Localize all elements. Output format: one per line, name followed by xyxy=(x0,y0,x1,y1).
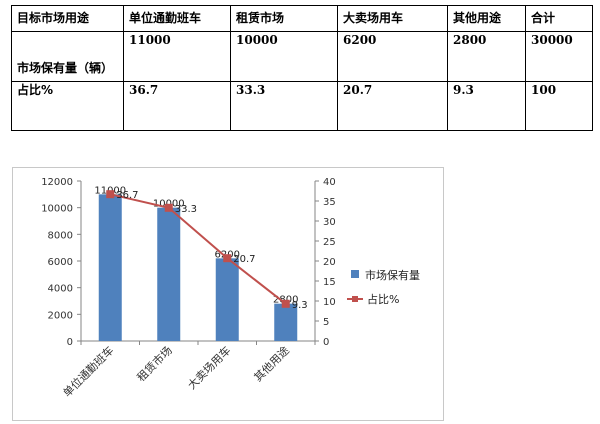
line-point-marker xyxy=(164,203,173,212)
y-left-tick-label: 6000 xyxy=(48,257,73,268)
table-header-row: 目标市场用途 单位通勤班车 租赁市场 大卖场用车 其他用途 合计 xyxy=(11,5,593,32)
table-row: 市场保有量（辆） 11000 10000 6200 2800 30000 xyxy=(11,31,593,82)
line-series xyxy=(110,193,287,305)
table-cell: 9.3 xyxy=(447,81,526,131)
y-right-tick-label: 20 xyxy=(323,257,336,268)
table-cell: 6200 xyxy=(337,31,448,82)
y-left-tick-label: 8000 xyxy=(48,230,73,241)
table-cell: 100 xyxy=(525,81,593,131)
header-cell: 合计 xyxy=(525,5,593,32)
y-right-tick-label: 0 xyxy=(323,337,329,348)
table-cell: 11000 xyxy=(123,31,231,82)
header-cell: 目标市场用途 xyxy=(11,5,124,32)
x-tick-label: 大卖场用车 xyxy=(185,343,234,392)
y-right-tick-label: 5 xyxy=(323,317,329,328)
y-left-tick-label: 0 xyxy=(67,337,73,348)
line-data-label: 36.7 xyxy=(116,190,138,201)
chart-container: 0 2000 4000 6000 8000 10000 12000 0 5 10 15 20 25 30 3… xyxy=(12,167,444,421)
table-cell: 30000 xyxy=(525,31,593,82)
bar xyxy=(274,303,298,341)
y-left-tick-label: 2000 xyxy=(48,310,73,321)
table-cell: 33.3 xyxy=(230,81,338,131)
table-cell: 2800 xyxy=(447,31,526,82)
y-right-tick-label: 40 xyxy=(323,177,336,188)
y-right-tick-label: 30 xyxy=(323,217,336,228)
y-left-tick-label: 10000 xyxy=(41,204,73,215)
y-right-tick-label: 15 xyxy=(323,277,336,288)
line-data-label: 9.3 xyxy=(292,300,308,311)
table-cell: 10000 xyxy=(230,31,338,82)
data-table: 目标市场用途 单位通勤班车 租赁市场 大卖场用车 其他用途 合计 市场保有量（辆… xyxy=(11,5,593,131)
combo-chart: 0 2000 4000 6000 8000 10000 12000 0 5 10 15 20 25 30 3… xyxy=(41,177,420,400)
line-point-marker xyxy=(281,299,290,308)
row-label-text: 市场保有量（辆） xyxy=(17,61,114,75)
y-left-tick-label: 12000 xyxy=(41,177,73,188)
legend-bar-swatch xyxy=(351,270,359,278)
header-cell: 租赁市场 xyxy=(230,5,338,32)
bar xyxy=(215,258,239,341)
y-left-tick-label: 4000 xyxy=(48,284,73,295)
line-point-marker xyxy=(106,190,115,199)
header-cell: 其他用途 xyxy=(447,5,526,32)
y-right-tick-label: 35 xyxy=(323,197,336,208)
x-tick-label: 租赁市场 xyxy=(134,343,175,384)
legend-label: 占比% xyxy=(367,292,399,306)
table-cell: 20.7 xyxy=(337,81,448,131)
row-label: 占比% xyxy=(11,81,124,131)
legend-line-marker xyxy=(352,296,358,302)
y-right-tick-label: 10 xyxy=(323,297,336,308)
header-cell: 单位通勤班车 xyxy=(123,5,231,32)
header-cell: 大卖场用车 xyxy=(337,5,448,32)
x-tick-label: 单位通勤班车 xyxy=(60,343,117,400)
bar xyxy=(98,194,122,341)
table-row: 占比% 36.7 33.3 20.7 9.3 100 xyxy=(11,81,593,131)
row-label: 市场保有量（辆） xyxy=(11,31,124,82)
table-cell: 36.7 xyxy=(123,81,231,131)
y-right-tick-label: 25 xyxy=(323,237,336,248)
line-data-label: 33.3 xyxy=(175,204,197,215)
line-point-marker xyxy=(223,254,232,263)
bar xyxy=(157,207,181,341)
line-data-label: 20.7 xyxy=(233,254,255,265)
legend-label: 市场保有量 xyxy=(365,268,420,282)
x-tick-label: 其他用途 xyxy=(251,343,292,384)
